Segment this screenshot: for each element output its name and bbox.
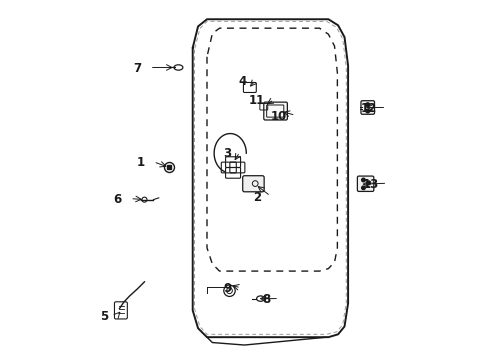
FancyBboxPatch shape [357,176,373,192]
Text: 4: 4 [238,75,246,88]
Text: 7: 7 [133,62,141,75]
Circle shape [365,109,369,113]
Text: 5: 5 [100,310,108,323]
Text: 2: 2 [253,191,261,204]
FancyBboxPatch shape [263,102,287,120]
Text: 3: 3 [223,147,230,160]
Text: 11: 11 [248,94,264,107]
FancyBboxPatch shape [242,176,264,192]
Text: 12: 12 [361,102,377,115]
Circle shape [365,103,369,107]
Text: 13: 13 [362,178,378,191]
Circle shape [366,181,370,185]
Text: 1: 1 [136,156,144,169]
FancyBboxPatch shape [360,101,374,114]
Text: 8: 8 [262,293,270,306]
Text: 9: 9 [224,283,231,296]
Circle shape [361,186,365,190]
Text: 6: 6 [113,193,121,206]
Text: 10: 10 [270,110,286,123]
Circle shape [361,178,365,182]
